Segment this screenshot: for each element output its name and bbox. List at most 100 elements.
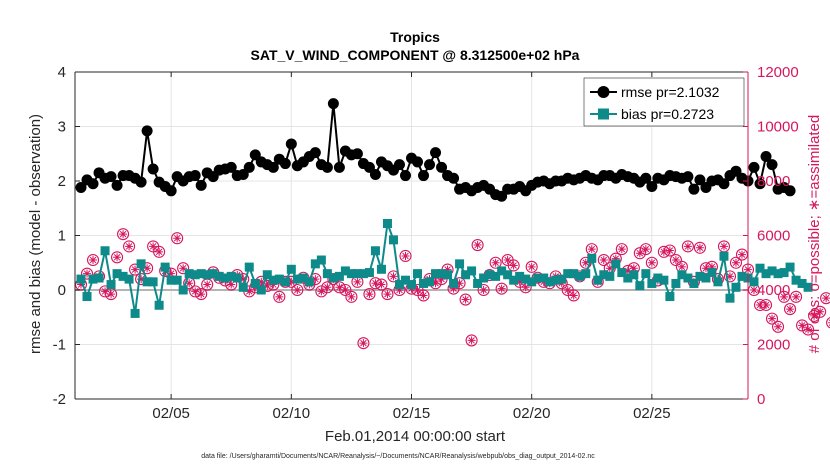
bias-point <box>605 271 615 281</box>
obs-assimilated-marker <box>617 245 626 254</box>
bias-point <box>563 269 573 279</box>
obs-assimilated-marker <box>731 258 740 267</box>
rmse-point <box>436 161 448 173</box>
obs-assimilated-marker <box>750 286 759 294</box>
bias-point <box>497 266 507 276</box>
obs-possible-marker <box>729 256 743 269</box>
obs-possible-marker <box>802 323 815 336</box>
bias-point <box>557 274 567 284</box>
bias-point <box>160 262 170 272</box>
bias-point <box>334 271 344 281</box>
obs-assimilated-marker <box>371 279 380 288</box>
bias-point <box>749 277 759 287</box>
obs-assimilated-marker <box>131 265 140 274</box>
obs-assimilated-marker <box>611 254 620 263</box>
obs-assimilated-marker <box>293 286 302 294</box>
obs-assimilated-marker <box>719 242 728 251</box>
y-tick-label-right: 0 <box>757 391 765 408</box>
obs-assimilated-marker <box>665 246 674 255</box>
obs-assimilated-marker <box>323 283 332 292</box>
bias-point <box>479 273 489 283</box>
bias-point <box>671 278 681 288</box>
obs-possible-marker <box>315 285 328 298</box>
rmse-point <box>412 156 424 168</box>
obs-assimilated-marker <box>239 275 248 284</box>
bias-point <box>587 253 597 263</box>
bias-point <box>443 270 453 280</box>
legend-rmse-marker <box>597 86 610 98</box>
bias-point <box>449 278 459 288</box>
obs-assimilated-marker <box>365 290 374 299</box>
obs-assimilated-marker <box>443 265 452 274</box>
bias-point <box>635 281 645 291</box>
obs-assimilated-marker <box>455 279 464 288</box>
bias-point <box>256 285 266 295</box>
bias-point <box>148 277 158 287</box>
obs-possible-marker <box>363 288 376 301</box>
bias-point <box>328 273 338 283</box>
bias-series <box>76 219 813 318</box>
bias-point <box>755 263 765 273</box>
bias-point <box>425 277 435 287</box>
bias-point <box>112 269 122 279</box>
axes <box>74 71 749 400</box>
bias-point <box>509 275 519 285</box>
rmse-series <box>75 98 796 202</box>
obs-possible-marker <box>189 285 202 298</box>
obs-assimilated-marker <box>107 290 116 299</box>
obs-possible-marker <box>507 259 520 272</box>
bias-point <box>761 269 771 279</box>
obs-assimilated-marker <box>119 230 128 239</box>
y-tick-label-left: -2 <box>53 391 66 408</box>
rmse-point <box>399 170 411 182</box>
bias-point <box>611 259 621 269</box>
obs-assimilated-marker <box>725 272 734 281</box>
rmse-point <box>111 179 123 191</box>
obs-possible-marker <box>117 228 130 241</box>
rmse-point <box>448 172 460 184</box>
obs-assimilated-marker <box>413 286 422 294</box>
obs-assimilated-marker <box>683 242 692 251</box>
obs-assimilated-marker <box>587 245 596 254</box>
bias-point <box>298 273 308 283</box>
legend-bias-marker <box>598 108 609 120</box>
obs-assimilated-marker <box>383 290 392 299</box>
obs-assimilated-marker <box>822 294 830 303</box>
x-tick-label: 02/15 <box>393 405 431 422</box>
bias-point <box>701 273 711 283</box>
obs-possible-marker <box>765 312 779 325</box>
bias-point <box>665 292 675 302</box>
bias-point <box>623 273 633 283</box>
bias-point <box>394 280 404 290</box>
obs-possible-marker <box>639 243 652 256</box>
obs-assimilated-marker <box>245 287 254 296</box>
bias-point <box>521 274 531 284</box>
bias-point <box>262 270 272 280</box>
bias-point <box>695 271 705 281</box>
bias-point <box>88 274 98 284</box>
obs-assimilated-marker <box>756 300 765 309</box>
bias-point <box>593 275 603 285</box>
bias-point <box>725 293 735 303</box>
bias-point <box>617 268 627 278</box>
obs-assimilated-marker <box>768 314 777 323</box>
obs-assimilated-marker <box>149 242 158 251</box>
obs-possible-marker <box>80 267 94 280</box>
obs-possible-marker <box>86 253 100 267</box>
obs-possible-marker <box>645 256 658 269</box>
bias-point <box>130 308 140 318</box>
bias-point <box>220 273 230 283</box>
bias-point <box>731 282 741 292</box>
obs-assimilated-marker <box>527 262 536 271</box>
obs-assimilated-marker <box>275 292 284 301</box>
bias-point <box>310 259 320 269</box>
obs-assimilated-marker <box>179 264 188 273</box>
rmse-point <box>688 183 700 195</box>
obs-assimilated-marker <box>431 279 440 288</box>
obs-assimilated-marker <box>563 286 572 294</box>
obs-possible-marker <box>778 290 791 303</box>
obs-assimilated-marker <box>623 266 632 275</box>
x-tick-label: 02/20 <box>513 405 551 422</box>
obs-assimilated-marker <box>467 336 476 345</box>
